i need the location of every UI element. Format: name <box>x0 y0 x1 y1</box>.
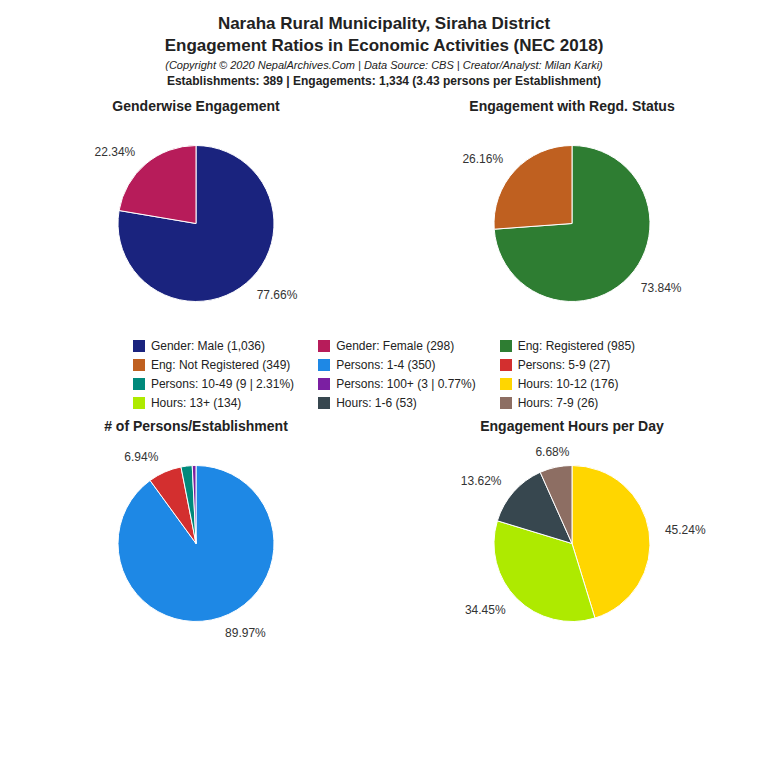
svg-text:45.24%: 45.24% <box>665 523 706 537</box>
svg-text:34.45%: 34.45% <box>465 603 506 617</box>
html-text:Hours: 10-12 (176): Hours: 10-12 (176) <box>517 377 619 391</box>
html-text:Gender: Female (298): Gender: Female (298) <box>336 339 455 353</box>
html-text:Eng: Registered (985): Eng: Registered (985) <box>517 339 636 353</box>
html-text:Persons: 100+ (3 | 0.77%): Persons: 100+ (3 | 0.77%) <box>336 377 476 391</box>
svg-text:13.62%: 13.62% <box>461 474 502 488</box>
svg-text:6.68%: 6.68% <box>535 445 569 459</box>
html-text:Engagement Ratios in Economic: Engagement Ratios in Economic Activities… <box>164 36 604 55</box>
html-text:Persons: 10-49 (9 | 2.31%): Persons: 10-49 (9 | 2.31%) <box>150 377 295 391</box>
html-text:Gender: Male (1,036): Gender: Male (1,036) <box>150 339 265 353</box>
html-text:Hours: 7-9 (26): Hours: 7-9 (26) <box>517 396 599 410</box>
svg-text:26.16%: 26.16% <box>462 152 503 166</box>
html-text:Establishments: 389 | Engageme: Establishments: 389 | Engagements: 1,334… <box>166 74 602 88</box>
html-text:Engagement with Regd. Status: Engagement with Regd. Status <box>469 98 675 114</box>
html-text:Persons: 5-9 (27): Persons: 5-9 (27) <box>517 358 611 372</box>
html-text:Engagement Hours per Day: Engagement Hours per Day <box>480 418 664 434</box>
html-text:(Copyright © 2020 NepalArchive: (Copyright © 2020 NepalArchives.Com | Da… <box>165 59 603 71</box>
svg-text:22.34%: 22.34% <box>95 145 136 159</box>
html-text:Hours: 1-6 (53): Hours: 1-6 (53) <box>336 396 417 410</box>
html-text:Eng: Not Registered (349): Eng: Not Registered (349) <box>150 358 291 372</box>
html-text:# of Persons/Establishment: # of Persons/Establishment <box>104 418 288 434</box>
html-text:Genderwise Engagement: Genderwise Engagement <box>112 98 280 114</box>
html-text:Hours: 13+ (134): Hours: 13+ (134) <box>150 396 242 410</box>
svg-text:77.66%: 77.66% <box>257 288 298 302</box>
html-text:Naraha Rural Municipality, Sir: Naraha Rural Municipality, Siraha Distri… <box>217 14 551 33</box>
svg-text:73.84%: 73.84% <box>641 281 682 295</box>
html-text:Persons: 1-4 (350): Persons: 1-4 (350) <box>336 358 436 372</box>
svg-text:6.94%: 6.94% <box>124 450 158 464</box>
svg-text:89.97%: 89.97% <box>225 626 266 640</box>
